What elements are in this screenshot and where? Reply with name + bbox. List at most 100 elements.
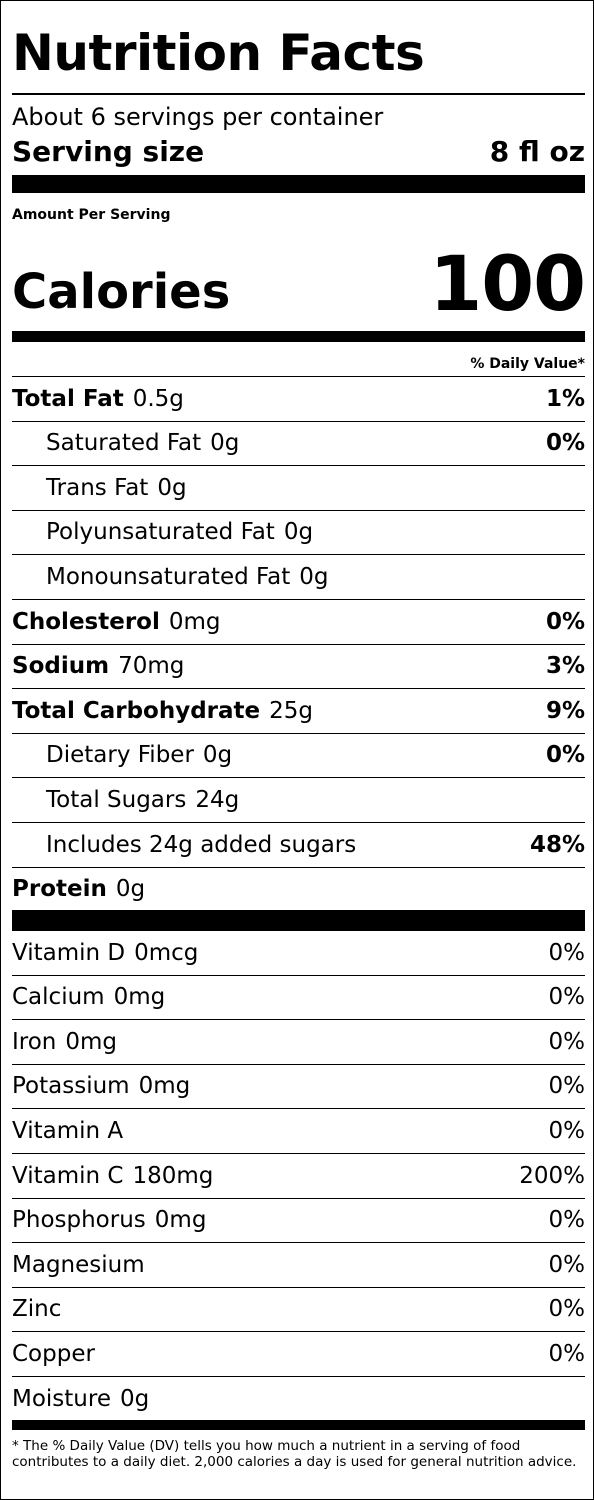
vitamin-row: Iron 0mg 0%: [12, 1019, 585, 1063]
vitamin-row: Phosphorus 0mg 0%: [12, 1197, 586, 1242]
daily-value-percent: 9%: [545, 697, 585, 724]
daily-value-percent: 0%: [548, 1251, 586, 1278]
row-label: Vitamin A: [12, 1118, 132, 1144]
daily-value-percent: 0%: [545, 608, 585, 635]
nutrient-name: Saturated Fat: [46, 430, 202, 457]
daily-value-percent: 0%: [548, 939, 586, 966]
nutrient-amount: 180mg: [132, 1162, 214, 1189]
nutrient-row: Total Fat 0.5g 1%: [12, 376, 585, 420]
medium-divider: [12, 331, 585, 342]
nutrient-amount: 0mg: [113, 984, 166, 1011]
row-label: Protein 0g: [12, 876, 145, 902]
nutrient-name: Iron: [12, 1028, 57, 1055]
nutrient-amount: 0g: [120, 1385, 150, 1412]
nutrient-amount: 0mg: [138, 1073, 191, 1100]
daily-value-percent: 48%: [529, 831, 585, 858]
row-label: Magnesium: [12, 1252, 154, 1278]
row-label: Total Sugars 24g: [12, 787, 239, 813]
footnote: * The % Daily Value (DV) tells you how m…: [12, 1438, 577, 1470]
row-label: Total Fat 0.5g: [12, 386, 184, 412]
vitamin-row: Moisture 0g: [12, 1376, 585, 1420]
nutrient-amount: 70mg: [118, 653, 185, 680]
nutrient-name: Monounsaturated Fat: [46, 563, 291, 590]
vitamin-row: Vitamin D 0mcg 0%: [12, 930, 585, 974]
nutrient-amount: 0mg: [168, 608, 221, 635]
nutrient-amount: 0g: [283, 519, 314, 546]
nutrient-name: Vitamin D: [12, 939, 126, 966]
nutrient-name: Polyunsaturated Fat: [46, 519, 275, 546]
vitamin-row: Zinc 0%: [12, 1286, 586, 1331]
vitamin-row: Copper 0%: [12, 1331, 585, 1375]
nutrient-amount: 0g: [115, 876, 146, 903]
daily-value-percent: 0%: [548, 1073, 586, 1100]
nutrient-row: Includes 24g added sugars 48%: [12, 822, 585, 866]
daily-value-percent: 0%: [548, 984, 586, 1011]
calories-value: 100: [429, 239, 586, 328]
nutrient-name: Includes 24g added sugars: [46, 831, 357, 858]
row-label: Phosphorus 0mg: [12, 1207, 206, 1233]
nutrient-row: Total Carbohydrate 25g 9%: [12, 688, 585, 732]
nutrient-name: Copper: [12, 1340, 95, 1367]
daily-value-percent: 0%: [548, 1207, 586, 1234]
nutrient-name: Zinc: [12, 1296, 62, 1323]
vitamin-row: Potassium 0mg 0%: [12, 1063, 586, 1108]
divider: [12, 93, 585, 95]
amount-per-serving: Amount Per Serving: [12, 207, 171, 223]
nutrient-row: Total Sugars 24g: [12, 777, 585, 821]
daily-value-percent: 3%: [545, 653, 585, 680]
nutrient-name: Potassium: [12, 1073, 130, 1100]
nutrient-amount: 0mg: [154, 1207, 207, 1234]
nutrient-amount: 0g: [157, 474, 187, 501]
row-label: Sodium 70mg: [12, 653, 184, 679]
nutrient-amount: 0mcg: [134, 939, 199, 966]
row-label: Iron 0mg: [12, 1029, 117, 1055]
nutrient-name: Total Sugars: [46, 786, 187, 813]
row-label: Copper: [12, 1341, 104, 1367]
daily-value-percent: 0%: [545, 742, 585, 769]
nutrient-amount: 0g: [210, 430, 240, 457]
calories-row: Calories 100: [12, 237, 586, 329]
footer-divider: [12, 1420, 585, 1430]
nutrient-name: Dietary Fiber: [46, 742, 194, 769]
row-label: Polyunsaturated Fat 0g: [12, 519, 313, 545]
vitamin-row: Magnesium 0%: [12, 1242, 585, 1286]
nutrient-name: Vitamin C: [12, 1162, 124, 1189]
daily-value-header: % Daily Value*: [470, 356, 585, 372]
nutrient-amount: 0.5g: [132, 385, 184, 412]
daily-value-percent: 0%: [548, 1028, 586, 1055]
servings-per-container: About 6 servings per container: [12, 103, 384, 131]
row-label: Cholesterol 0mg: [12, 609, 221, 635]
nutrient-name: Total Fat: [12, 385, 124, 412]
row-label: Potassium 0mg: [12, 1073, 190, 1099]
serving-size-label: Serving size: [12, 135, 205, 168]
row-label: Monounsaturated Fat 0g: [12, 564, 329, 590]
daily-value-percent: 1%: [545, 385, 585, 412]
serving-size-row: Serving size 8 fl oz: [12, 133, 585, 171]
nutrient-name: Total Carbohydrate: [12, 697, 261, 724]
nutrient-row: Monounsaturated Fat 0g: [12, 554, 585, 598]
daily-value-percent: 0%: [548, 1117, 586, 1144]
nutrient-name: Magnesium: [12, 1251, 145, 1278]
nutrient-row: Sodium 70mg 3%: [12, 643, 585, 688]
nutrient-row: Protein 0g: [12, 866, 585, 911]
nutrient-amount: 0mg: [65, 1028, 118, 1055]
nutrient-row: Polyunsaturated Fat 0g: [12, 509, 585, 554]
row-label: Moisture 0g: [12, 1386, 149, 1412]
row-label: Zinc: [12, 1296, 70, 1322]
row-label: Trans Fat 0g: [12, 475, 187, 501]
vitamin-row: Vitamin C 180mg 200%: [12, 1153, 585, 1197]
daily-value-percent: 0%: [548, 1296, 586, 1323]
calories-label: Calories: [12, 264, 231, 320]
thick-divider-vitamins: [12, 910, 585, 930]
daily-value-percent: 0%: [548, 1340, 586, 1367]
nutrient-row: Trans Fat 0g: [12, 465, 585, 509]
thick-divider: [12, 175, 585, 193]
nutrient-row: Saturated Fat 0g 0%: [12, 420, 585, 465]
nutrient-amount: 0g: [299, 563, 329, 590]
nutrient-name: Protein: [12, 876, 107, 903]
nutrient-name: Trans Fat: [46, 474, 149, 501]
nutrient-amount: 24g: [195, 786, 240, 813]
row-label: Calcium 0mg: [12, 984, 165, 1010]
serving-size-value: 8 fl oz: [489, 135, 585, 168]
